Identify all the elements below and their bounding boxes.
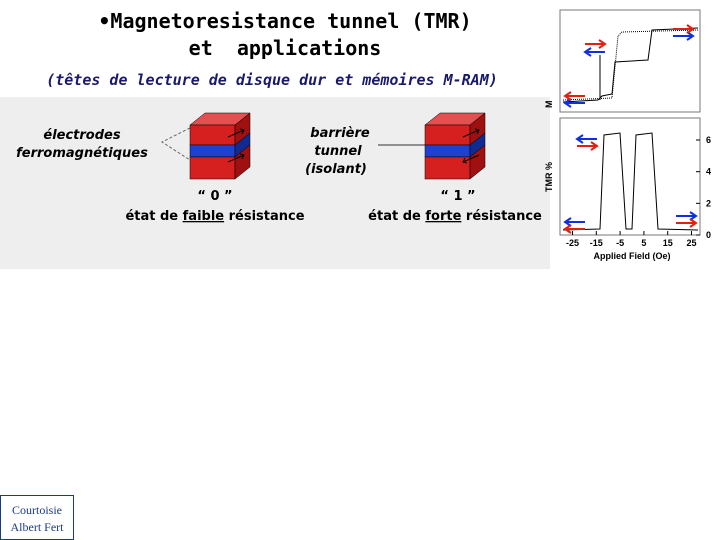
caption-emphasis: forte [425,209,461,224]
credit: Albert Fert [11,520,65,534]
x-tick-label: 15 [663,238,673,248]
curve [562,27,699,103]
axis-label: M [544,101,554,109]
y-tick-label: 0 [706,230,711,240]
label: barrière [310,126,370,141]
title: •Magnetoresistance tunnel (TMR) [98,9,471,33]
caption-part: résistance [224,209,305,224]
x-tick-label: -5 [616,238,624,248]
junction-cube [424,112,486,180]
label: ferromagnétiques [16,146,148,161]
axis-label: Applied Field (Oe) [593,251,670,261]
y-tick-label: 4 [706,167,711,177]
credit: Courtoisie [12,503,62,517]
y-tick-label: 6 [706,135,711,145]
figure: M TMR % Applied Field (Oe) [544,9,701,261]
state-label: “ 0 ” [197,189,232,204]
label: (isolant) [305,162,367,177]
curve [562,132,699,231]
x-tick-label: 25 [686,238,696,248]
caption-part: résistance [461,209,542,224]
label: tunnel [314,144,362,159]
subtitle: (têtes de lecture de disque dur et mémoi… [46,71,498,89]
caption-emphasis: faible [183,209,225,224]
axis-label: TMR % [544,162,554,192]
label: électrodes [43,128,120,143]
x-tick-label: 5 [641,238,646,248]
state-caption: état de faible résistance [125,209,304,224]
credit-box [0,495,74,540]
y-tick-label: 2 [706,198,711,208]
state-label: “ 1 ” [440,189,475,204]
title: et applications [189,36,382,60]
caption-part: état de [368,209,425,224]
x-tick-label: -15 [590,238,603,248]
junction-cube [189,112,251,180]
curve [562,29,699,101]
pointer [160,127,191,161]
x-tick-label: -25 [566,238,579,248]
caption-part: état de [125,209,182,224]
state-caption: état de forte résistance [368,209,542,224]
